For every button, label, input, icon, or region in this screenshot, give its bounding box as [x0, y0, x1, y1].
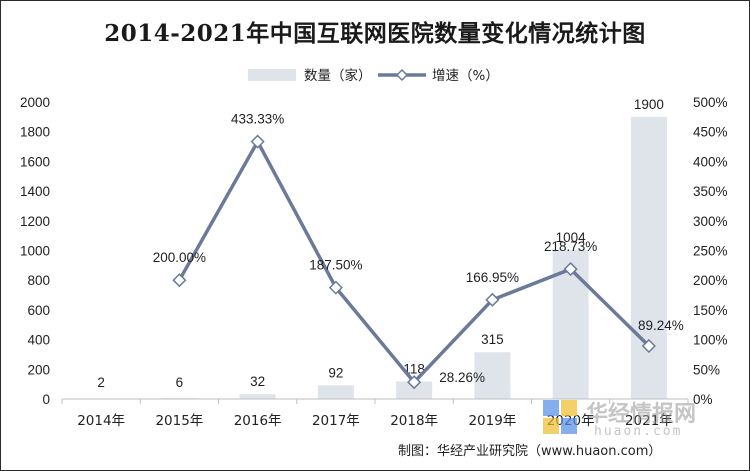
- x-tick-label: 2015年: [155, 413, 203, 429]
- x-tick-label: 2021年: [625, 413, 673, 429]
- bar-value-label: 32: [250, 374, 265, 389]
- y-right-tick-label: 400%: [693, 154, 728, 169]
- x-tick-label: 2017年: [312, 413, 360, 429]
- y-right-tick-label: 200%: [693, 273, 728, 288]
- bar-value-label: 1900: [634, 97, 664, 112]
- growth-marker: [407, 375, 422, 390]
- x-tick-label: 2016年: [234, 413, 282, 429]
- y-left-tick-label: 1000: [20, 244, 50, 259]
- growth-value-label: 200.00%: [153, 250, 206, 265]
- bar: [317, 385, 354, 399]
- growth-value-label: 89.24%: [638, 318, 684, 333]
- y-left-tick-label: 0: [42, 392, 50, 407]
- bar-value-label: 1004: [556, 230, 587, 245]
- watermark-main: 华经情报网: [586, 402, 697, 427]
- growth-marker: [250, 134, 265, 149]
- watermark: 华经情报网 huaon.com: [543, 396, 746, 456]
- source-footer: 制图：华经产业研究院（www.huaon.com）: [398, 444, 662, 459]
- watermark-sub: huaon.com: [594, 424, 683, 439]
- y-left-tick-label: 1800: [20, 125, 50, 140]
- legend-bar-swatch: [248, 69, 296, 81]
- y-right-tick-label: 500%: [693, 95, 728, 110]
- y-left-tick-label: 800: [27, 273, 50, 288]
- growth-marker: [485, 292, 500, 307]
- y-right-tick-label: 350%: [693, 184, 728, 199]
- growth-marker: [563, 262, 578, 277]
- legend-line-marker: [395, 68, 409, 82]
- bar: [630, 116, 667, 399]
- x-tick-label: 2014年: [77, 413, 125, 429]
- growth-value-label: 433.33%: [231, 112, 284, 127]
- bar-value-label: 2: [97, 375, 105, 390]
- growth-value-label: 166.95%: [466, 270, 519, 285]
- bar-value-label: 92: [328, 365, 343, 380]
- watermark-logo-icon: [543, 400, 577, 434]
- y-right-tick-label: 250%: [693, 244, 728, 259]
- growth-value-label: 218.73%: [544, 239, 597, 254]
- y-right-tick-label: 300%: [693, 214, 728, 229]
- bar: [474, 352, 511, 399]
- bar-value-label: 6: [176, 375, 184, 390]
- y-left-tick-label: 200: [27, 362, 50, 377]
- y-right-tick-label: 100%: [693, 333, 728, 348]
- growth-marker: [328, 280, 343, 295]
- y-left-tick-label: 600: [27, 303, 50, 318]
- growth-marker: [172, 273, 187, 288]
- growth-value-label: 187.50%: [309, 258, 362, 273]
- y-right-tick-label: 450%: [693, 125, 728, 140]
- bar-value-label: 315: [481, 332, 504, 347]
- y-left-tick-label: 400: [27, 333, 50, 348]
- y-left-tick-label: 1600: [20, 154, 50, 169]
- y-right-tick-label: 150%: [693, 303, 728, 318]
- x-tick-label: 2018年: [390, 413, 438, 429]
- growth-value-label: 28.26%: [439, 370, 485, 385]
- legend-bar-label: 数量（家）: [304, 67, 372, 84]
- bar: [239, 394, 276, 399]
- chart-title: 2014-2021年中国互联网医院数量变化情况统计图: [104, 20, 646, 47]
- bar-value-label: 118: [403, 361, 425, 376]
- legend-line-label: 增速（%）: [432, 68, 499, 84]
- y-right-tick-label: 0%: [693, 392, 713, 407]
- y-right-tick-label: 50%: [693, 362, 720, 377]
- y-left-tick-label: 1200: [20, 214, 50, 229]
- x-tick-label: 2019年: [468, 413, 516, 429]
- bar: [396, 381, 433, 399]
- growth-marker: [641, 338, 656, 354]
- y-left-tick-label: 2000: [20, 95, 50, 110]
- y-left-tick-label: 1400: [20, 184, 50, 199]
